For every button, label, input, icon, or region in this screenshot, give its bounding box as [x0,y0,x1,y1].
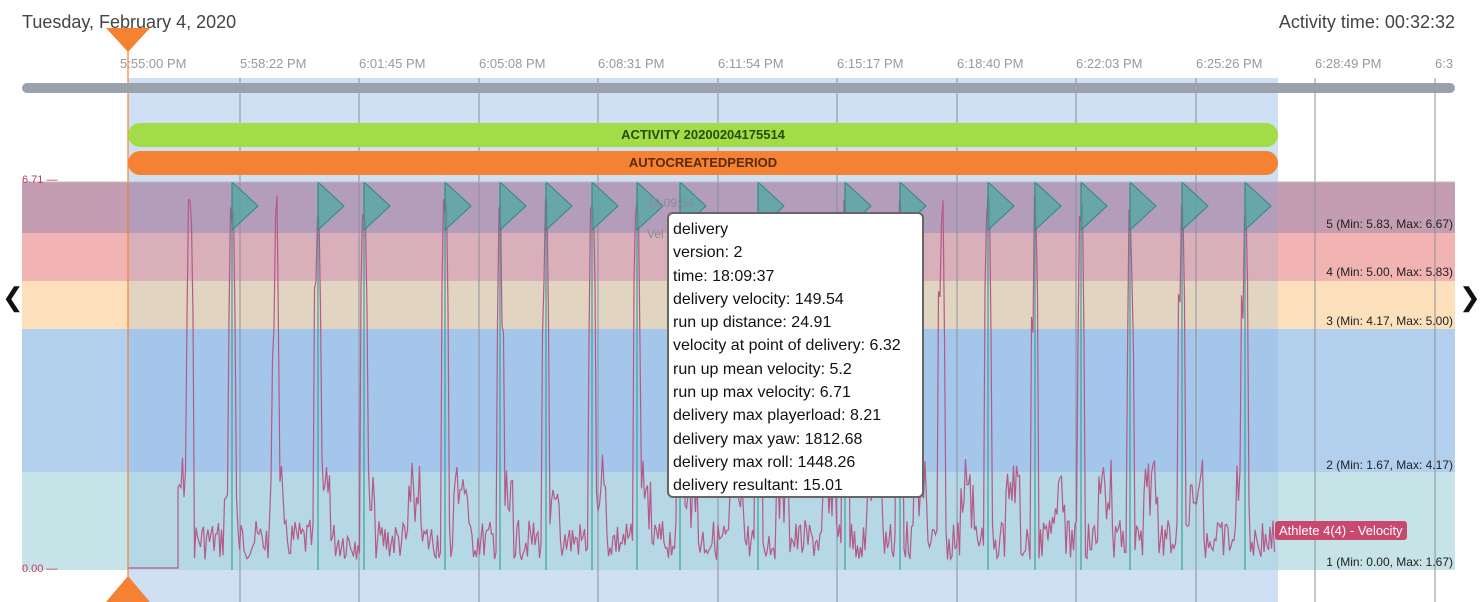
time-tick-label: 6:22:03 PM [1076,56,1143,71]
tooltip-line: delivery [673,221,729,238]
y-axis-max-label: 6.71 — [22,174,58,186]
delivery-flag-icon[interactable] [363,180,391,232]
zone-label-4: 4 (Min: 5.00, Max: 5.83) [1326,265,1453,279]
delivery-tooltip: delivery version: 2 time: 18:09:37 deliv… [667,212,924,498]
time-tick-label: 6:08:31 PM [598,56,665,71]
tooltip-line: delivery resultant: 15.01 [673,477,843,495]
time-tick-label: 6:15:17 PM [837,56,904,71]
series-label: Athlete 4(4) - Velocity [1275,521,1407,540]
hover-time-label: 18:09:54 [647,196,694,210]
tooltip-line: version: 2 [673,244,743,262]
tooltip-line: time: 18:09:37 [673,267,775,285]
time-tick-label: 6:25:26 PM [1196,56,1263,71]
delivery-flag-icon[interactable] [499,180,527,232]
hover-series-label: Vel [647,227,664,241]
zone-label-1: 1 (Min: 0.00, Max: 1.67) [1326,555,1453,569]
delivery-flag-icon[interactable] [317,180,345,232]
timeline-scrollbar[interactable] [22,83,1455,93]
time-tick-label: 6:28:49 PM [1315,56,1382,71]
date-title: Tuesday, February 4, 2020 [22,12,237,32]
activity-bar[interactable]: ACTIVITY 20200204175514 [128,123,1278,147]
tooltip-line: delivery max yaw: 1812.68 [673,430,863,448]
cursor-bottom-handle[interactable] [106,576,150,602]
delivery-flag-icon[interactable] [1181,180,1209,232]
prev-arrow-icon[interactable]: ❮ [2,282,24,312]
delivery-flag-icon[interactable] [1129,180,1157,232]
activity-time: Activity time: 00:32:32 [1278,12,1455,32]
delivery-flag-icon[interactable] [545,180,573,232]
time-tick-label: 5:55:00 PM [120,56,187,71]
delivery-flag-icon[interactable] [444,180,472,232]
delivery-flag-icon[interactable] [591,180,619,232]
tooltip-line: run up max velocity: 6.71 [673,384,851,402]
tooltip-line: delivery max playerload: 8.21 [673,407,882,425]
time-tick-label: 6:01:45 PM [359,56,426,71]
delivery-flag-icon[interactable] [1034,180,1062,232]
y-axis-min-label: 0.00 — [22,563,58,575]
zone-label-5: 5 (Min: 5.83, Max: 6.67) [1326,217,1453,231]
zone-label-3: 3 (Min: 4.17, Max: 5.00) [1326,314,1453,328]
delivery-flag-icon[interactable] [231,180,259,232]
time-tick-label: 6:3 [1435,56,1454,71]
tooltip-line: run up mean velocity: 5.2 [673,360,852,378]
delivery-flag-icon[interactable] [987,180,1015,232]
tooltip-line: velocity at point of delivery: 6.32 [673,337,901,355]
time-tick-label: 6:11:54 PM [718,56,784,71]
delivery-flag-icon[interactable] [636,180,664,232]
tooltip-line: run up distance: 24.91 [673,314,832,332]
delivery-flag-icon[interactable] [1080,180,1108,232]
period-bar[interactable]: AUTOCREATEDPERIOD [128,151,1278,175]
tooltip-line: delivery max roll: 1448.26 [673,453,856,471]
tooltip-line: delivery velocity: 149.54 [673,290,844,308]
zone-label-2: 2 (Min: 1.67, Max: 4.17) [1326,458,1453,472]
time-tick-label: 5:58:22 PM [240,56,307,71]
cursor-top-handle[interactable] [106,28,150,52]
time-tick-label: 6:18:40 PM [957,56,1024,71]
next-arrow-icon[interactable]: ❯ [1459,282,1480,312]
time-tick-label: 6:05:08 PM [479,56,546,71]
velocity-trace [128,195,1276,569]
delivery-flag-icon[interactable] [1244,180,1272,232]
